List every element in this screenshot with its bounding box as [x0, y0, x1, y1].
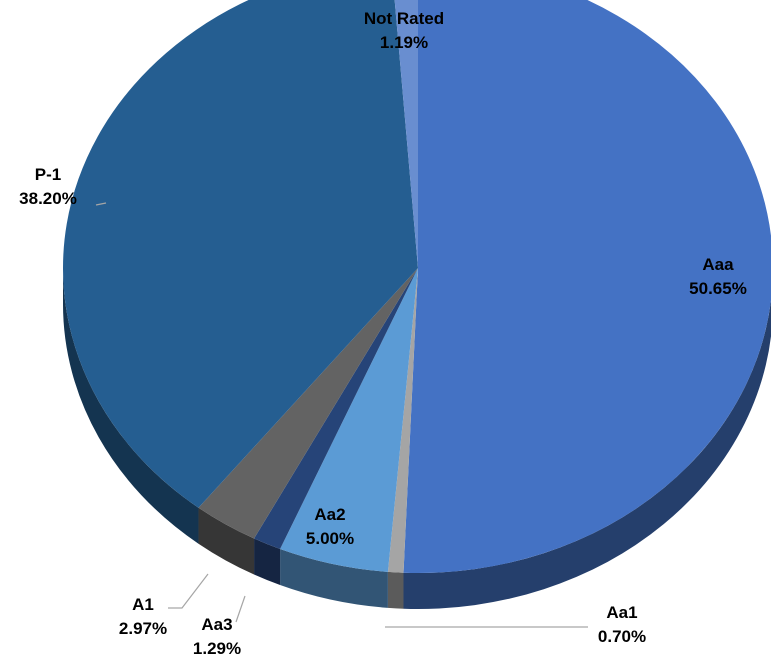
pie-side-aaa — [403, 299, 771, 609]
label-value-aaa: 50.65% — [689, 279, 747, 298]
label-value-a1: 2.97% — [119, 619, 167, 638]
leader-line-aa3 — [235, 595, 246, 623]
leader-line-a1 — [168, 573, 209, 609]
pie-side-aa3 — [254, 538, 281, 586]
data-labels: Aaa 50.65% Aa1 0.70% Aa2 5.00% Aa3 1.29% A1 2.97%… — [19, 9, 747, 658]
label-category-aaa: Aaa — [702, 255, 734, 274]
leader-line-p-1 — [95, 202, 107, 206]
label-category-a1: A1 — [132, 595, 154, 614]
pie-sides — [63, 268, 771, 609]
pie-side-aa1 — [387, 571, 404, 609]
pie-slice-aa2 — [280, 268, 418, 572]
label-value-not-rated: 1.19% — [380, 33, 428, 52]
pie-side-a1 — [198, 507, 255, 575]
pie-slice-not-rated — [394, 0, 418, 268]
pie-slices — [63, 0, 771, 573]
pie-side-aa2 — [280, 549, 388, 608]
pie-slice-aaa — [403, 0, 771, 573]
label-value-aa2: 5.00% — [306, 529, 354, 548]
pie-slice-aa3 — [254, 268, 418, 550]
label-value-p-1: 38.20% — [19, 189, 77, 208]
pie-slice-p-1 — [63, 0, 418, 508]
label-value-aa3: 1.29% — [193, 639, 241, 658]
label-category-p-1: P-1 — [35, 165, 61, 184]
pie-slice-aa1 — [387, 268, 418, 573]
pie-side-p-1 — [63, 268, 199, 544]
label-value-aa1: 0.70% — [598, 627, 646, 646]
pie-slice-a1 — [198, 268, 418, 539]
label-category-aa1: Aa1 — [606, 603, 637, 622]
label-category-not-rated: Not Rated — [364, 9, 444, 28]
label-category-aa2: Aa2 — [314, 505, 345, 524]
leader-lines — [95, 202, 588, 628]
label-category-aa3: Aa3 — [201, 615, 232, 634]
